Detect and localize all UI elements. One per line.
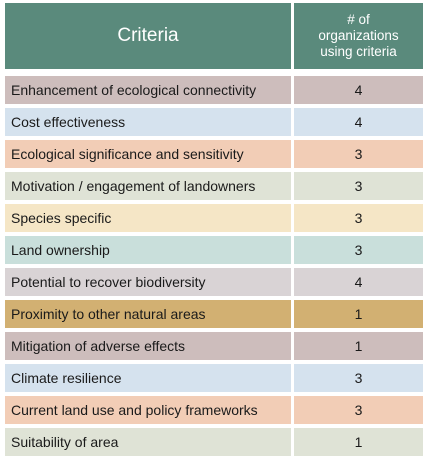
criteria-cell: Enhancement of ecological connectivity (5, 76, 291, 104)
count-cell: 3 (294, 204, 423, 232)
criteria-column-header: Criteria (5, 3, 291, 69)
table-row: Climate resilience 3 (5, 364, 423, 392)
count-cell: 3 (294, 364, 423, 392)
table-row: Cost effectiveness 4 (5, 108, 423, 136)
table-row: Enhancement of ecological connectivity 4 (5, 76, 423, 104)
criteria-cell: Cost effectiveness (5, 108, 291, 136)
criteria-cell: Potential to recover biodiversity (5, 268, 291, 296)
criteria-table: Criteria # of organizations using criter… (5, 3, 423, 460)
table-body: Enhancement of ecological connectivity 4 C… (5, 76, 423, 456)
criteria-cell: Mitigation of adverse effects (5, 332, 291, 360)
table-row: Motivation / engagement of landowners 3 (5, 172, 423, 200)
table-row: Species specific 3 (5, 204, 423, 232)
criteria-cell: Species specific (5, 204, 291, 232)
table-row: Current land use and policy frameworks 3 (5, 396, 423, 424)
count-cell: 4 (294, 76, 423, 104)
count-cell: 3 (294, 236, 423, 264)
count-cell: 3 (294, 396, 423, 424)
criteria-cell: Ecological significance and sensitivity (5, 140, 291, 168)
count-cell: 4 (294, 108, 423, 136)
count-cell: 3 (294, 172, 423, 200)
criteria-cell: Current land use and policy frameworks (5, 396, 291, 424)
criteria-cell: Land ownership (5, 236, 291, 264)
count-header-line-1: # of (347, 12, 370, 27)
organizations-count-column-header: # of organizations using criteria (294, 3, 423, 69)
count-cell: 3 (294, 140, 423, 168)
count-header-line-3: using criteria (320, 44, 397, 59)
table-row: Ecological significance and sensitivity 3 (5, 140, 423, 168)
criteria-cell: Motivation / engagement of landowners (5, 172, 291, 200)
table-row: Potential to recover biodiversity 4 (5, 268, 423, 296)
criteria-cell: Proximity to other natural areas (5, 300, 291, 328)
count-cell: 1 (294, 332, 423, 360)
count-cell: 4 (294, 268, 423, 296)
table-row: Proximity to other natural areas 1 (5, 300, 423, 328)
table-header: Criteria # of organizations using criter… (5, 3, 423, 69)
table-row: Suitability of area 1 (5, 428, 423, 456)
criteria-cell: Suitability of area (5, 428, 291, 456)
count-header-line-2: organizations (318, 28, 399, 43)
count-cell: 1 (294, 300, 423, 328)
criteria-cell: Climate resilience (5, 364, 291, 392)
table-row: Land ownership 3 (5, 236, 423, 264)
table-row: Mitigation of adverse effects 1 (5, 332, 423, 360)
count-cell: 1 (294, 428, 423, 456)
